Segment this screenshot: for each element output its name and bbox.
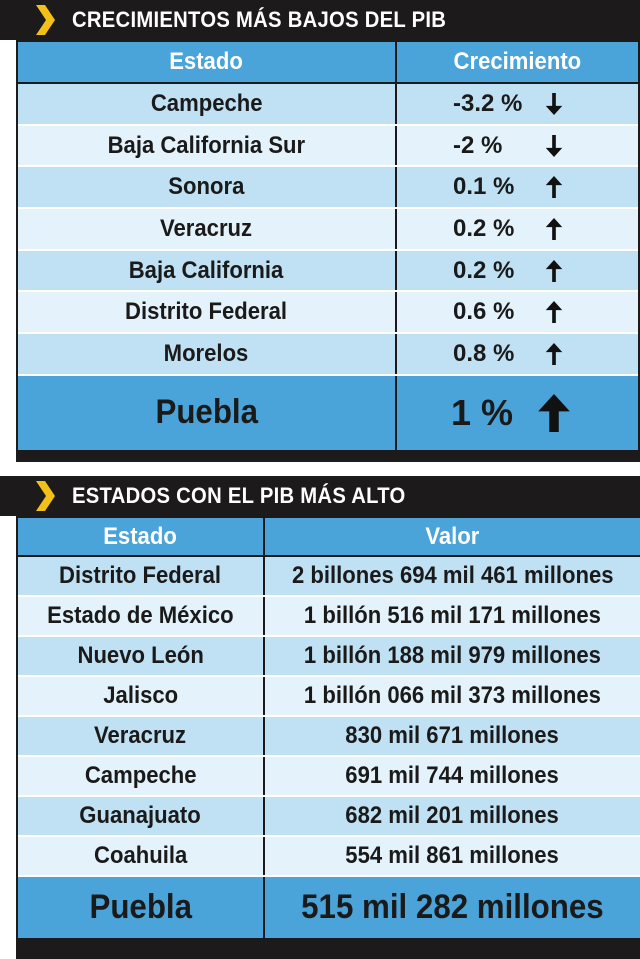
table-row: Estado de México 1 billón 516 mil 171 mil…: [18, 596, 640, 637]
valor-cell: 691 mil 744 millones: [264, 756, 640, 797]
estado-cell: Guanajuato: [18, 796, 265, 837]
highlight-row: Puebla 515 mil 282 millones: [18, 876, 640, 938]
crecimiento-cell: -3.2 %: [396, 83, 638, 126]
crecimiento-cell: 0.2 %: [396, 249, 638, 293]
gdp-title: ESTADOS CON EL PIB MÁS ALTO: [72, 483, 406, 508]
estado-cell: Puebla: [18, 374, 397, 450]
estado-cell: Puebla: [18, 876, 265, 938]
table-row: Veracruz 830 mil 671 millones: [18, 716, 640, 757]
table-row: Nuevo León 1 billón 188 mil 979 millones: [18, 636, 640, 677]
table-row: Campeche 691 mil 744 millones: [18, 756, 640, 797]
crecimiento-cell: 0.1 %: [396, 166, 638, 210]
valor-cell: 515 mil 282 millones: [264, 876, 640, 938]
arrow-up-icon: [545, 176, 563, 199]
growth-title: CRECIMIENTOS MÁS BAJOS DEL PIB: [72, 7, 447, 32]
chevron-right-icon: [36, 5, 55, 35]
table-row: Coahuila 554 mil 861 millones: [18, 836, 640, 877]
estado-cell: Sonora: [18, 166, 397, 210]
estado-cell: Veracruz: [18, 208, 397, 251]
estado-cell: Baja California Sur: [18, 124, 397, 168]
table-row: Morelos 0.8 %: [18, 333, 638, 376]
table-row: Veracruz 0.2 %: [18, 208, 638, 251]
estado-cell: Campeche: [18, 756, 265, 797]
crecimiento-cell: 0.6 %: [396, 291, 638, 335]
crecimiento-cell: 1 %: [396, 374, 638, 450]
chevron-right-icon: [36, 481, 55, 511]
arrow-up-icon: [545, 342, 563, 365]
table-row: Distrito Federal 0.6 %: [18, 291, 638, 335]
estado-cell: Distrito Federal: [18, 291, 397, 335]
growth-table-frame: Estado Crecimiento Campeche -3.2 % Baja Ca…: [16, 40, 640, 462]
estado-cell: Campeche: [18, 83, 397, 126]
estado-cell: Coahuila: [18, 836, 265, 877]
arrow-down-icon: [545, 134, 563, 157]
valor-cell: 1 billón 516 mil 171 millones: [264, 596, 640, 637]
estado-cell: Nuevo León: [18, 636, 265, 677]
growth-panel: CRECIMIENTOS MÁS BAJOS DEL PIB Estado Cr…: [0, 0, 640, 462]
table-row: Baja California Sur -2 %: [18, 124, 638, 168]
valor-cell: 1 billón 188 mil 979 millones: [264, 636, 640, 677]
column-header-crecimiento: Crecimiento: [396, 42, 638, 84]
arrow-down-icon: [545, 92, 563, 115]
growth-title-bar: CRECIMIENTOS MÁS BAJOS DEL PIB: [0, 0, 640, 40]
gdp-table: Estado Valor Distrito Federal 2 billones …: [18, 518, 640, 938]
growth-table: Estado Crecimiento Campeche -3.2 % Baja Ca…: [18, 42, 638, 450]
estado-cell: Jalisco: [18, 676, 265, 717]
table-row: Campeche -3.2 %: [18, 83, 638, 126]
arrow-up-icon: [545, 259, 563, 282]
table-row: Baja California 0.2 %: [18, 249, 638, 293]
valor-cell: 554 mil 861 millones: [264, 836, 640, 877]
highlight-row: Puebla 1 %: [18, 374, 638, 450]
table-row: Jalisco 1 billón 066 mil 373 millones: [18, 676, 640, 717]
arrow-up-icon: [545, 301, 563, 324]
table-row: Guanajuato 682 mil 201 millones: [18, 796, 640, 837]
arrow-up-icon: [545, 217, 563, 240]
valor-cell: 1 billón 066 mil 373 millones: [264, 676, 640, 717]
crecimiento-cell: 0.8 %: [396, 333, 638, 376]
estado-cell: Distrito Federal: [18, 556, 265, 597]
valor-cell: 2 billones 694 mil 461 millones: [264, 556, 640, 597]
crecimiento-cell: -2 %: [396, 124, 638, 168]
gdp-title-bar: ESTADOS CON EL PIB MÁS ALTO: [0, 476, 640, 516]
estado-cell: Baja California: [18, 249, 397, 293]
estado-cell: Veracruz: [18, 716, 265, 757]
valor-cell: 682 mil 201 millones: [264, 796, 640, 837]
estado-cell: Morelos: [18, 333, 397, 376]
crecimiento-cell: 0.2 %: [396, 208, 638, 251]
column-header-estado: Estado: [18, 518, 265, 557]
gdp-table-frame: Estado Valor Distrito Federal 2 billones …: [16, 516, 640, 959]
arrow-up-icon: [538, 393, 570, 432]
column-header-valor: Valor: [264, 518, 640, 557]
estado-cell: Estado de México: [18, 596, 265, 637]
valor-cell: 830 mil 671 millones: [264, 716, 640, 757]
table-row: Sonora 0.1 %: [18, 166, 638, 210]
gdp-panel: ESTADOS CON EL PIB MÁS ALTO Estado Valor…: [0, 476, 640, 959]
table-row: Distrito Federal 2 billones 694 mil 461 m…: [18, 556, 640, 597]
column-header-estado: Estado: [18, 42, 397, 84]
